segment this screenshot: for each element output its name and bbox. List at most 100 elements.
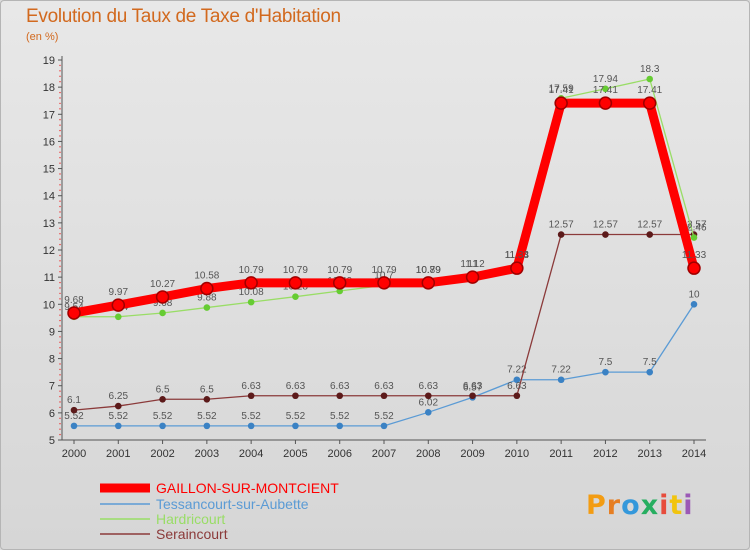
legend-label: Hardricourt: [156, 511, 225, 527]
y-minor-tick: [59, 108, 61, 110]
y-minor-tick: [59, 395, 61, 398]
x-tick-label: 2002: [150, 448, 174, 460]
data-label: 11.33: [682, 250, 707, 261]
y-minor-tick: [59, 119, 61, 121]
y-tick-label: 8: [49, 354, 55, 366]
y-minor-tick: [59, 433, 61, 436]
y-minor-tick: [59, 374, 61, 376]
data-label: 17.41: [637, 85, 662, 96]
y-tick-label: 14: [43, 191, 55, 203]
x-tick-label: 2014: [682, 448, 706, 460]
data-point: [203, 395, 211, 403]
y-tick-label: 15: [43, 164, 55, 176]
data-point: [203, 422, 211, 430]
y-tick-label: 18: [43, 82, 55, 94]
y-tick-label: 6: [49, 408, 55, 420]
data-point: [424, 409, 432, 416]
data-point: [159, 309, 166, 317]
y-minor-tick: [59, 135, 61, 137]
x-tick-label: 2003: [195, 448, 219, 460]
y-tick-label: 7: [49, 381, 55, 393]
logo-letter: r: [606, 490, 622, 521]
y-minor-tick: [59, 325, 61, 327]
data-point: [465, 270, 480, 284]
data-label: 17.41: [593, 85, 618, 96]
y-minor-tick: [59, 347, 61, 349]
y-minor-tick: [59, 189, 61, 191]
data-label: 6.25: [109, 391, 129, 402]
data-label: 10.08: [239, 287, 264, 298]
y-minor-tick: [59, 336, 61, 338]
y-minor-tick: [59, 97, 61, 99]
data-point: [598, 96, 613, 110]
y-minor-tick: [59, 417, 61, 419]
logo-letter: t: [669, 490, 684, 521]
y-tick-label: 12: [43, 245, 55, 257]
y-minor-tick: [59, 75, 61, 77]
data-label: 6.63: [286, 381, 306, 392]
y-tick-label: 9: [49, 326, 55, 338]
data-point: [288, 276, 303, 290]
y-minor-tick: [59, 287, 61, 289]
data-label: 10.27: [150, 279, 175, 290]
y-minor-tick: [59, 352, 61, 354]
data-label: 7.5: [598, 357, 612, 368]
data-label: 9.97: [109, 287, 129, 298]
data-point: [67, 306, 81, 320]
data-label: 11: [467, 259, 478, 270]
y-minor-tick: [59, 173, 61, 175]
x-tick-label: 2001: [106, 448, 130, 460]
data-label: 6.63: [419, 381, 439, 392]
y-minor-tick: [59, 428, 61, 430]
data-point: [292, 422, 299, 430]
x-tick-label: 2008: [416, 448, 440, 460]
y-tick-label: 11: [44, 272, 55, 284]
y-minor-tick: [59, 309, 61, 311]
data-label: 11.33: [505, 250, 530, 261]
data-label: 6.63: [463, 381, 483, 392]
y-minor-tick: [59, 341, 61, 343]
data-point: [377, 276, 391, 290]
data-point: [114, 422, 122, 430]
logo-letter: P: [586, 490, 607, 521]
data-label: 5.52: [374, 411, 394, 422]
y-minor-tick: [59, 406, 61, 409]
x-tick-label: 2007: [372, 448, 396, 460]
y-minor-tick: [59, 178, 61, 181]
data-label: 6.02: [419, 397, 439, 408]
data-point: [687, 261, 701, 275]
x-tick-label: 2013: [637, 448, 661, 460]
x-tick-label: 2004: [239, 448, 263, 460]
y-minor-tick: [59, 298, 61, 300]
x-tick-label: 2012: [593, 448, 617, 460]
x-tick-label: 2005: [283, 448, 307, 460]
data-label: 10.58: [194, 271, 219, 282]
data-point: [646, 75, 654, 83]
y-minor-tick: [59, 319, 61, 322]
y-tick-label: 5: [49, 435, 55, 447]
y-minor-tick: [59, 423, 61, 425]
data-label: 10.79: [371, 265, 396, 276]
data-label: 6.5: [200, 384, 214, 395]
data-label: 6.5: [156, 384, 170, 395]
y-minor-tick: [59, 205, 61, 208]
data-point: [690, 300, 698, 308]
data-point: [200, 281, 214, 296]
data-point: [247, 422, 255, 430]
data-label: 5.52: [330, 411, 350, 422]
data-label: 17.41: [549, 85, 574, 96]
data-point: [646, 231, 654, 238]
y-minor-tick: [59, 91, 61, 94]
data-point: [602, 368, 609, 376]
data-point: [421, 276, 436, 290]
data-label: 10.79: [327, 265, 352, 276]
data-label: 6.63: [241, 381, 261, 392]
y-minor-tick: [59, 233, 61, 235]
data-label: 12.57: [593, 220, 618, 231]
y-tick-label: 13: [43, 218, 55, 230]
data-point: [244, 276, 258, 290]
data-label: 6.63: [507, 381, 527, 392]
data-point: [557, 376, 565, 384]
data-point: [247, 298, 255, 306]
